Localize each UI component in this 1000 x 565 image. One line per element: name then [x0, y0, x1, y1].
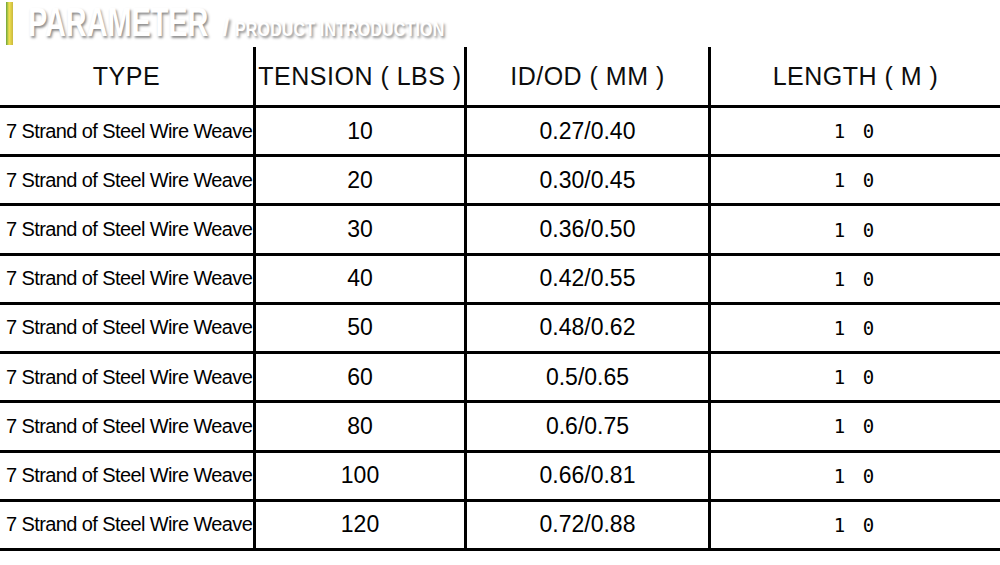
tension-cell: 120 — [256, 502, 467, 548]
tension-cell: 50 — [256, 305, 467, 351]
table-row: 7 Strand of Steel Wire Weave200.30/0.451… — [0, 154, 1000, 203]
type-cell: 7 Strand of Steel Wire Weave — [0, 354, 256, 400]
idod-cell: 0.30/0.45 — [467, 157, 711, 203]
idod-cell: 0.5/0.65 — [467, 354, 711, 400]
banner-separator: / — [222, 16, 229, 40]
tension-cell: 20 — [256, 157, 467, 203]
length-cell: 1 0 — [711, 108, 1000, 154]
type-cell: 7 Strand of Steel Wire Weave — [0, 206, 256, 252]
header-length: LENGTH ( M ) — [711, 47, 1000, 105]
table-row: 7 Strand of Steel Wire Weave800.6/0.751 … — [0, 400, 1000, 449]
table-header-row: TYPE TENSION ( LBS ) ID/OD ( MM ) LENGTH… — [0, 47, 1000, 105]
idod-cell: 0.27/0.40 — [467, 108, 711, 154]
banner-title: PARAMETER — [28, 2, 208, 42]
type-cell: 7 Strand of Steel Wire Weave — [0, 403, 256, 449]
table-row: 7 Strand of Steel Wire Weave600.5/0.651 … — [0, 351, 1000, 400]
header-type: TYPE — [0, 47, 256, 105]
length-cell: 1 0 — [711, 403, 1000, 449]
type-cell: 7 Strand of Steel Wire Weave — [0, 453, 256, 499]
idod-cell: 0.36/0.50 — [467, 206, 711, 252]
table-body: 7 Strand of Steel Wire Weave100.27/0.401… — [0, 105, 1000, 548]
banner-heading: PARAMETER / PRODUCT INTRODUCTION — [28, 2, 497, 42]
tension-cell: 60 — [256, 354, 467, 400]
type-cell: 7 Strand of Steel Wire Weave — [0, 502, 256, 548]
idod-cell: 0.72/0.88 — [467, 502, 711, 548]
length-cell: 1 0 — [711, 305, 1000, 351]
idod-cell: 0.48/0.62 — [467, 305, 711, 351]
header-tension: TENSION ( LBS ) — [256, 47, 467, 105]
length-cell: 1 0 — [711, 256, 1000, 302]
table-row: 7 Strand of Steel Wire Weave500.48/0.621… — [0, 302, 1000, 351]
type-cell: 7 Strand of Steel Wire Weave — [0, 256, 256, 302]
banner: PARAMETER / PRODUCT INTRODUCTION — [0, 0, 1000, 47]
length-cell: 1 0 — [711, 157, 1000, 203]
type-cell: 7 Strand of Steel Wire Weave — [0, 157, 256, 203]
table-row: 7 Strand of Steel Wire Weave300.36/0.501… — [0, 203, 1000, 252]
idod-cell: 0.42/0.55 — [467, 256, 711, 302]
table-row: 7 Strand of Steel Wire Weave400.42/0.551… — [0, 253, 1000, 302]
header-idod: ID/OD ( MM ) — [467, 47, 711, 105]
banner-subtitle: PRODUCT INTRODUCTION — [235, 19, 444, 39]
banner-accent-stripe — [6, 2, 13, 45]
length-cell: 1 0 — [711, 206, 1000, 252]
table-row: 7 Strand of Steel Wire Weave1000.66/0.81… — [0, 450, 1000, 499]
length-cell: 1 0 — [711, 502, 1000, 548]
product-parameter-page: PARAMETER / PRODUCT INTRODUCTION TYPE TE… — [0, 0, 1000, 565]
type-cell: 7 Strand of Steel Wire Weave — [0, 305, 256, 351]
length-cell: 1 0 — [711, 354, 1000, 400]
tension-cell: 10 — [256, 108, 467, 154]
tension-cell: 80 — [256, 403, 467, 449]
table-row: 7 Strand of Steel Wire Weave1200.72/0.88… — [0, 499, 1000, 548]
table-row: 7 Strand of Steel Wire Weave100.27/0.401… — [0, 105, 1000, 154]
length-cell: 1 0 — [711, 453, 1000, 499]
type-cell: 7 Strand of Steel Wire Weave — [0, 108, 256, 154]
tension-cell: 40 — [256, 256, 467, 302]
idod-cell: 0.6/0.75 — [467, 403, 711, 449]
tension-cell: 30 — [256, 206, 467, 252]
parameter-table: TYPE TENSION ( LBS ) ID/OD ( MM ) LENGTH… — [0, 47, 1000, 551]
idod-cell: 0.66/0.81 — [467, 453, 711, 499]
tension-cell: 100 — [256, 453, 467, 499]
